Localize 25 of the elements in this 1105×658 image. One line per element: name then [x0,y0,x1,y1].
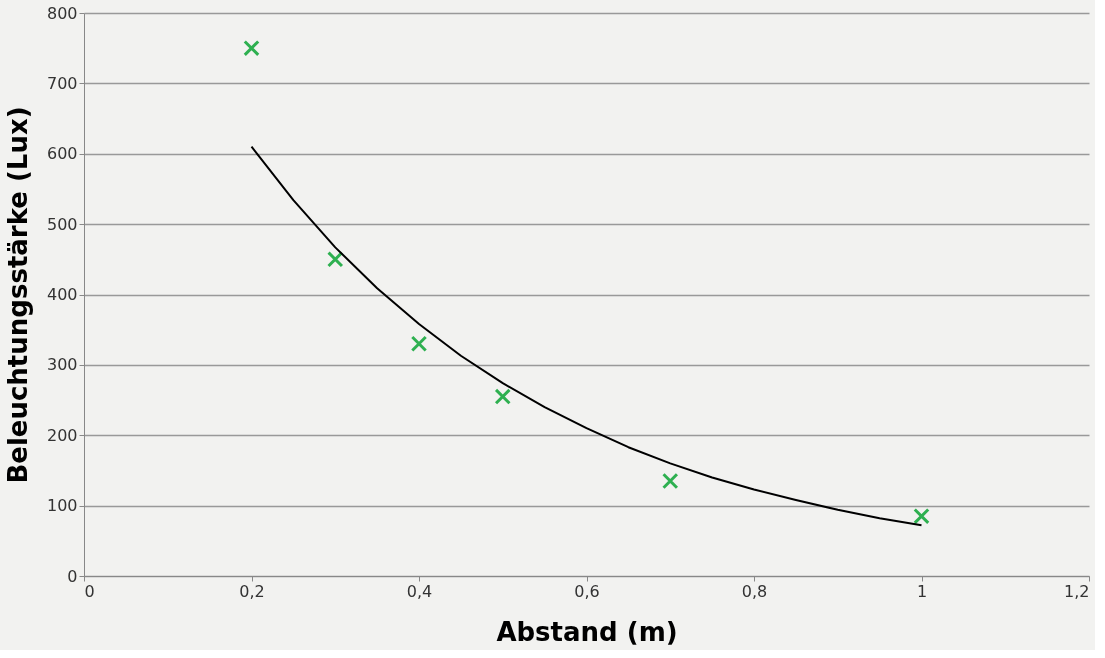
y-tick-label: 300 [46,355,78,375]
x-tick-label: 0,8 [741,581,768,601]
y-tick-label: 200 [46,425,78,445]
y-axis-title: Beleuchtungsstärke (Lux) [2,106,33,484]
y-tick-label: 100 [46,496,78,516]
point [243,39,260,57]
x-tick-label: 0,4 [406,581,433,601]
y-tick-label: 800 [46,3,78,23]
y-tick-label: 400 [46,285,78,304]
point [410,335,428,352]
y-tick-label: 600 [46,144,78,164]
x-tick-label: 0,2 [239,581,265,601]
point [913,507,930,525]
point [494,388,511,405]
line-series [250,145,923,527]
point [662,472,679,490]
x-axis-title: Abstand (m) [496,616,678,647]
point [327,251,344,268]
y-tick-label: 500 [46,214,78,234]
x-tick-label: 0 [84,581,95,601]
y-tick-label: 0 [67,566,78,586]
y-tick-label: 700 [46,73,78,93]
x-tick-label: 1,2 [1064,581,1090,601]
x-tick-label: 1 [916,581,928,601]
x-tick-label: 0,6 [574,581,600,601]
